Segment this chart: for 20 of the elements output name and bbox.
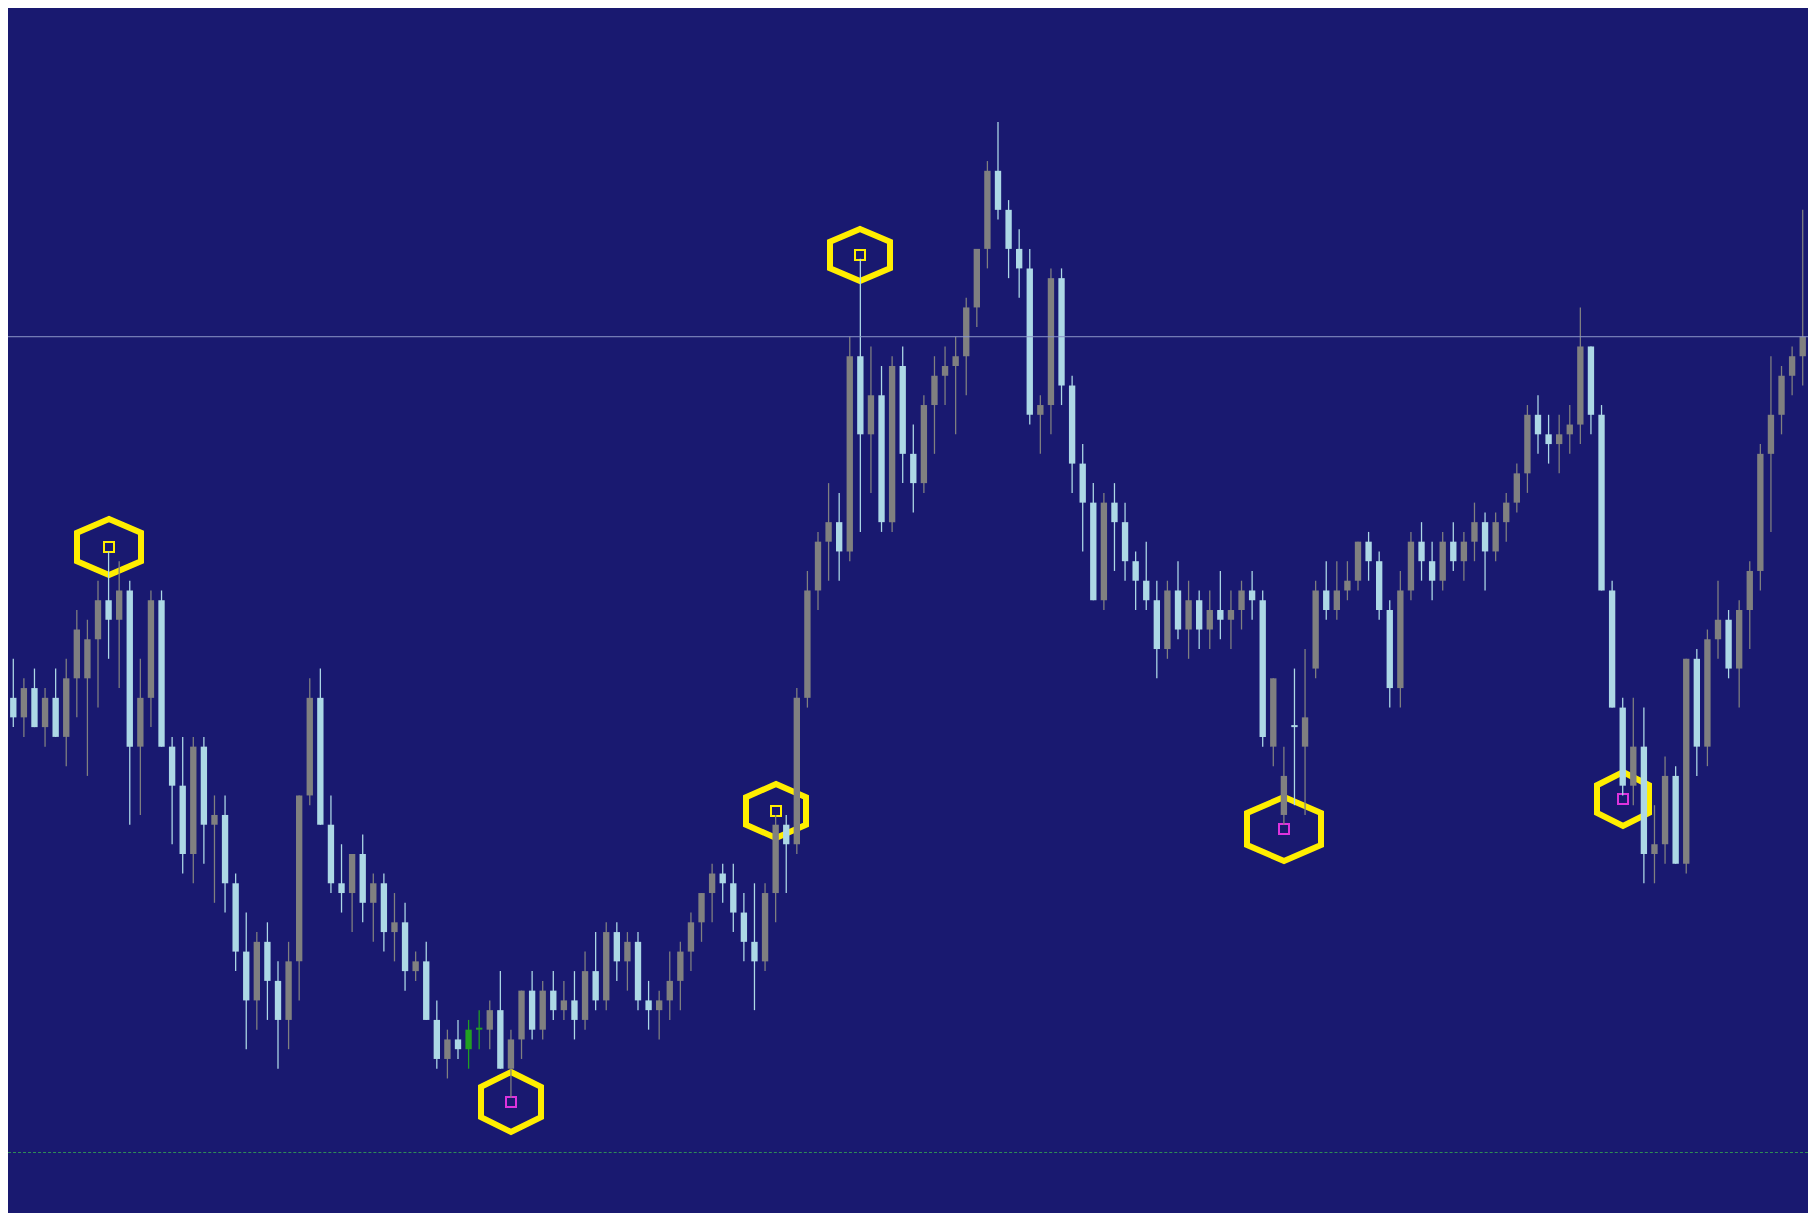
candlestick: [1248, 570, 1256, 620]
candlestick: [94, 580, 102, 708]
candlestick: [740, 893, 748, 962]
candlestick: [867, 346, 875, 493]
candlestick: [1788, 346, 1796, 396]
candlestick: [1481, 512, 1489, 591]
candlestick: [941, 346, 949, 406]
candlestick: [274, 961, 282, 1069]
candlestick: [1534, 395, 1542, 454]
candlestick: [994, 122, 1002, 220]
candlestick: [168, 736, 176, 845]
candlestick: [1714, 580, 1722, 659]
candlestick: [560, 980, 568, 1020]
candlestick: [1767, 356, 1775, 532]
candlestick: [454, 1019, 462, 1059]
candlestick: [708, 863, 716, 923]
candlestick: [1460, 531, 1468, 581]
candlestick: [1301, 649, 1309, 815]
candlestick: [1227, 590, 1235, 650]
candlestick: [1428, 541, 1436, 601]
